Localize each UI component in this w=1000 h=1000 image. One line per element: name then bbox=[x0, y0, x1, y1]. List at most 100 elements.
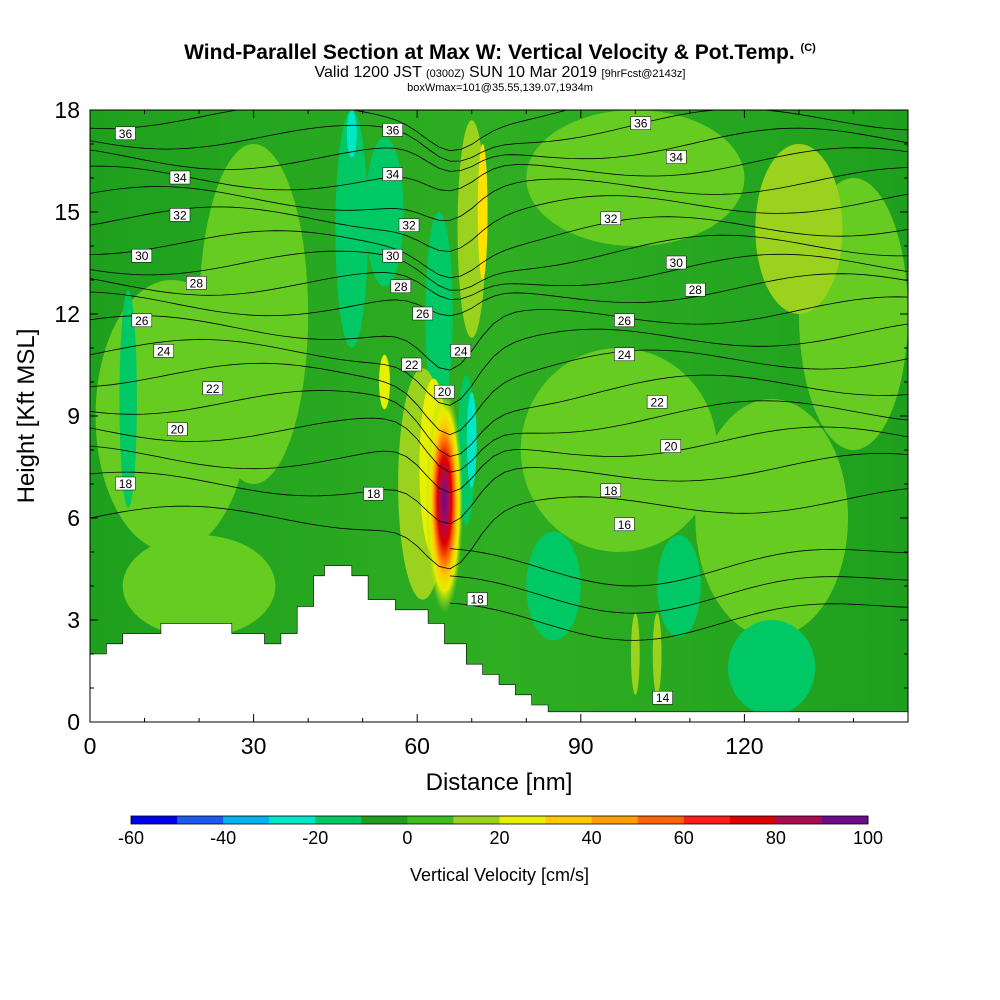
y-tick-label: 15 bbox=[54, 199, 80, 225]
y-tick-label: 12 bbox=[54, 301, 80, 327]
terrain-profile bbox=[89, 565, 909, 723]
velocity-patch bbox=[335, 110, 369, 348]
isentrope-label: 32 bbox=[398, 218, 420, 233]
colorbar-tick-label: -60 bbox=[118, 828, 144, 848]
forecast-info: [9hrFcst@2143z] bbox=[601, 68, 686, 80]
svg-text:32: 32 bbox=[604, 212, 618, 226]
isentrope-line bbox=[90, 452, 908, 525]
colorbar-swatch bbox=[591, 816, 639, 824]
colorbar-swatch bbox=[683, 816, 731, 824]
isentrope-line bbox=[90, 426, 908, 494]
colorbar-tick-label: -20 bbox=[302, 828, 328, 848]
isentrope-line bbox=[90, 296, 908, 371]
x-tick-label: 90 bbox=[568, 733, 594, 759]
isentrope-line bbox=[90, 147, 908, 192]
colorbar: -60 -40 -20 0 20 40 60 80 100 Vertical Velocity [… bbox=[118, 815, 883, 885]
vertical-velocity-field bbox=[90, 110, 908, 722]
isentrope-label: 28 bbox=[685, 282, 706, 297]
svg-text:34: 34 bbox=[173, 171, 187, 185]
chart-title-block: Wind-Parallel Section at Max W: Vertical… bbox=[0, 36, 1000, 94]
isentrope-label: 20 bbox=[660, 439, 682, 454]
valid-utc: (0300Z) bbox=[426, 68, 465, 80]
box-info: boxWmax=101@35.55,139.07,1934m bbox=[407, 82, 593, 94]
isentrope-line bbox=[449, 575, 908, 614]
svg-text:32: 32 bbox=[173, 208, 187, 222]
velocity-patch bbox=[728, 620, 816, 716]
svg-text:14: 14 bbox=[656, 691, 670, 705]
svg-text:24: 24 bbox=[454, 344, 468, 358]
isentrope-line bbox=[90, 127, 908, 172]
isentrope-label: 18 bbox=[466, 592, 488, 607]
colorbar-swatch bbox=[177, 816, 224, 824]
svg-text:18: 18 bbox=[604, 484, 618, 498]
colorbar-swatch bbox=[729, 816, 777, 824]
velocity-patch bbox=[466, 392, 477, 488]
isentrope-label: 30 bbox=[665, 255, 687, 270]
svg-text:30: 30 bbox=[386, 249, 400, 263]
isentrope-labels: 36 34 32 30 28 26 24 22 20 18 36 34 32 30 28 26 24 22 20 18… bbox=[115, 116, 706, 705]
velocity-patch bbox=[477, 144, 488, 280]
isentrope-label: 20 bbox=[167, 422, 188, 437]
svg-text:18: 18 bbox=[119, 477, 133, 491]
isentrope-line bbox=[90, 110, 877, 152]
isentrope-label: 26 bbox=[412, 306, 433, 321]
x-tick-label: 60 bbox=[404, 733, 430, 759]
velocity-patch bbox=[630, 613, 640, 695]
isentrope-label: 36 bbox=[115, 126, 136, 141]
svg-text:22: 22 bbox=[206, 382, 220, 396]
velocity-patch bbox=[119, 290, 137, 508]
isentrope-label: 20 bbox=[434, 384, 455, 399]
svg-text:22: 22 bbox=[405, 358, 419, 372]
colorbar-swatch bbox=[315, 816, 362, 824]
isentrope-label: 22 bbox=[401, 357, 422, 372]
svg-text:36: 36 bbox=[634, 117, 648, 131]
isentrope-label: 16 bbox=[614, 517, 635, 532]
isentrope-label: 26 bbox=[614, 313, 635, 328]
velocity-patch bbox=[695, 399, 849, 637]
colorbar-swatch bbox=[821, 816, 869, 824]
svg-text:20: 20 bbox=[438, 385, 452, 399]
velocity-patch bbox=[657, 535, 701, 637]
isentrope-line bbox=[90, 193, 908, 252]
velocity-patch bbox=[346, 110, 357, 158]
velocity-patch bbox=[122, 535, 276, 637]
svg-text:26: 26 bbox=[618, 314, 632, 328]
colorbar-swatch bbox=[407, 816, 454, 824]
svg-text:30: 30 bbox=[135, 249, 149, 263]
isentrope-label: 28 bbox=[390, 279, 412, 294]
svg-text:24: 24 bbox=[157, 344, 171, 358]
isentrope-line bbox=[90, 216, 908, 279]
colorbar-label: Vertical Velocity [cm/s] bbox=[410, 865, 589, 885]
colorbar-tick-label: 80 bbox=[766, 828, 786, 848]
isentrope-label: 32 bbox=[600, 211, 622, 226]
colorbar-tick-label: 60 bbox=[674, 828, 694, 848]
isentrope-line bbox=[90, 349, 908, 436]
svg-text:20: 20 bbox=[664, 440, 678, 454]
velocity-patch bbox=[199, 144, 309, 484]
valid-time: Valid 1200 JST bbox=[314, 64, 422, 81]
isentrope-line bbox=[90, 400, 908, 473]
y-tick-label: 9 bbox=[67, 403, 80, 429]
colorbar-swatch bbox=[545, 816, 593, 824]
isentrope-label: 36 bbox=[630, 116, 652, 131]
isentrope-line bbox=[449, 548, 908, 587]
x-axis-label: Distance [nm] bbox=[426, 769, 573, 796]
isentrope-label: 18 bbox=[115, 476, 136, 491]
isentrope-label: 34 bbox=[382, 167, 403, 182]
colorbar-swatch bbox=[131, 816, 178, 824]
svg-text:36: 36 bbox=[386, 123, 400, 137]
chart-title: Wind-Parallel Section at Max W: Vertical… bbox=[184, 41, 795, 64]
svg-text:16: 16 bbox=[618, 518, 632, 532]
isentrope-line bbox=[90, 273, 908, 317]
colorbar-swatch bbox=[499, 816, 547, 824]
svg-text:32: 32 bbox=[402, 219, 416, 233]
y-tick-label: 3 bbox=[67, 607, 80, 633]
isentrope-label: 14 bbox=[652, 690, 673, 705]
velocity-patch bbox=[526, 531, 581, 641]
isentrope-line bbox=[90, 167, 908, 221]
isentrope-lines bbox=[90, 110, 908, 641]
isentrope-label: 34 bbox=[665, 150, 687, 165]
isentrope-label: 24 bbox=[153, 344, 174, 358]
